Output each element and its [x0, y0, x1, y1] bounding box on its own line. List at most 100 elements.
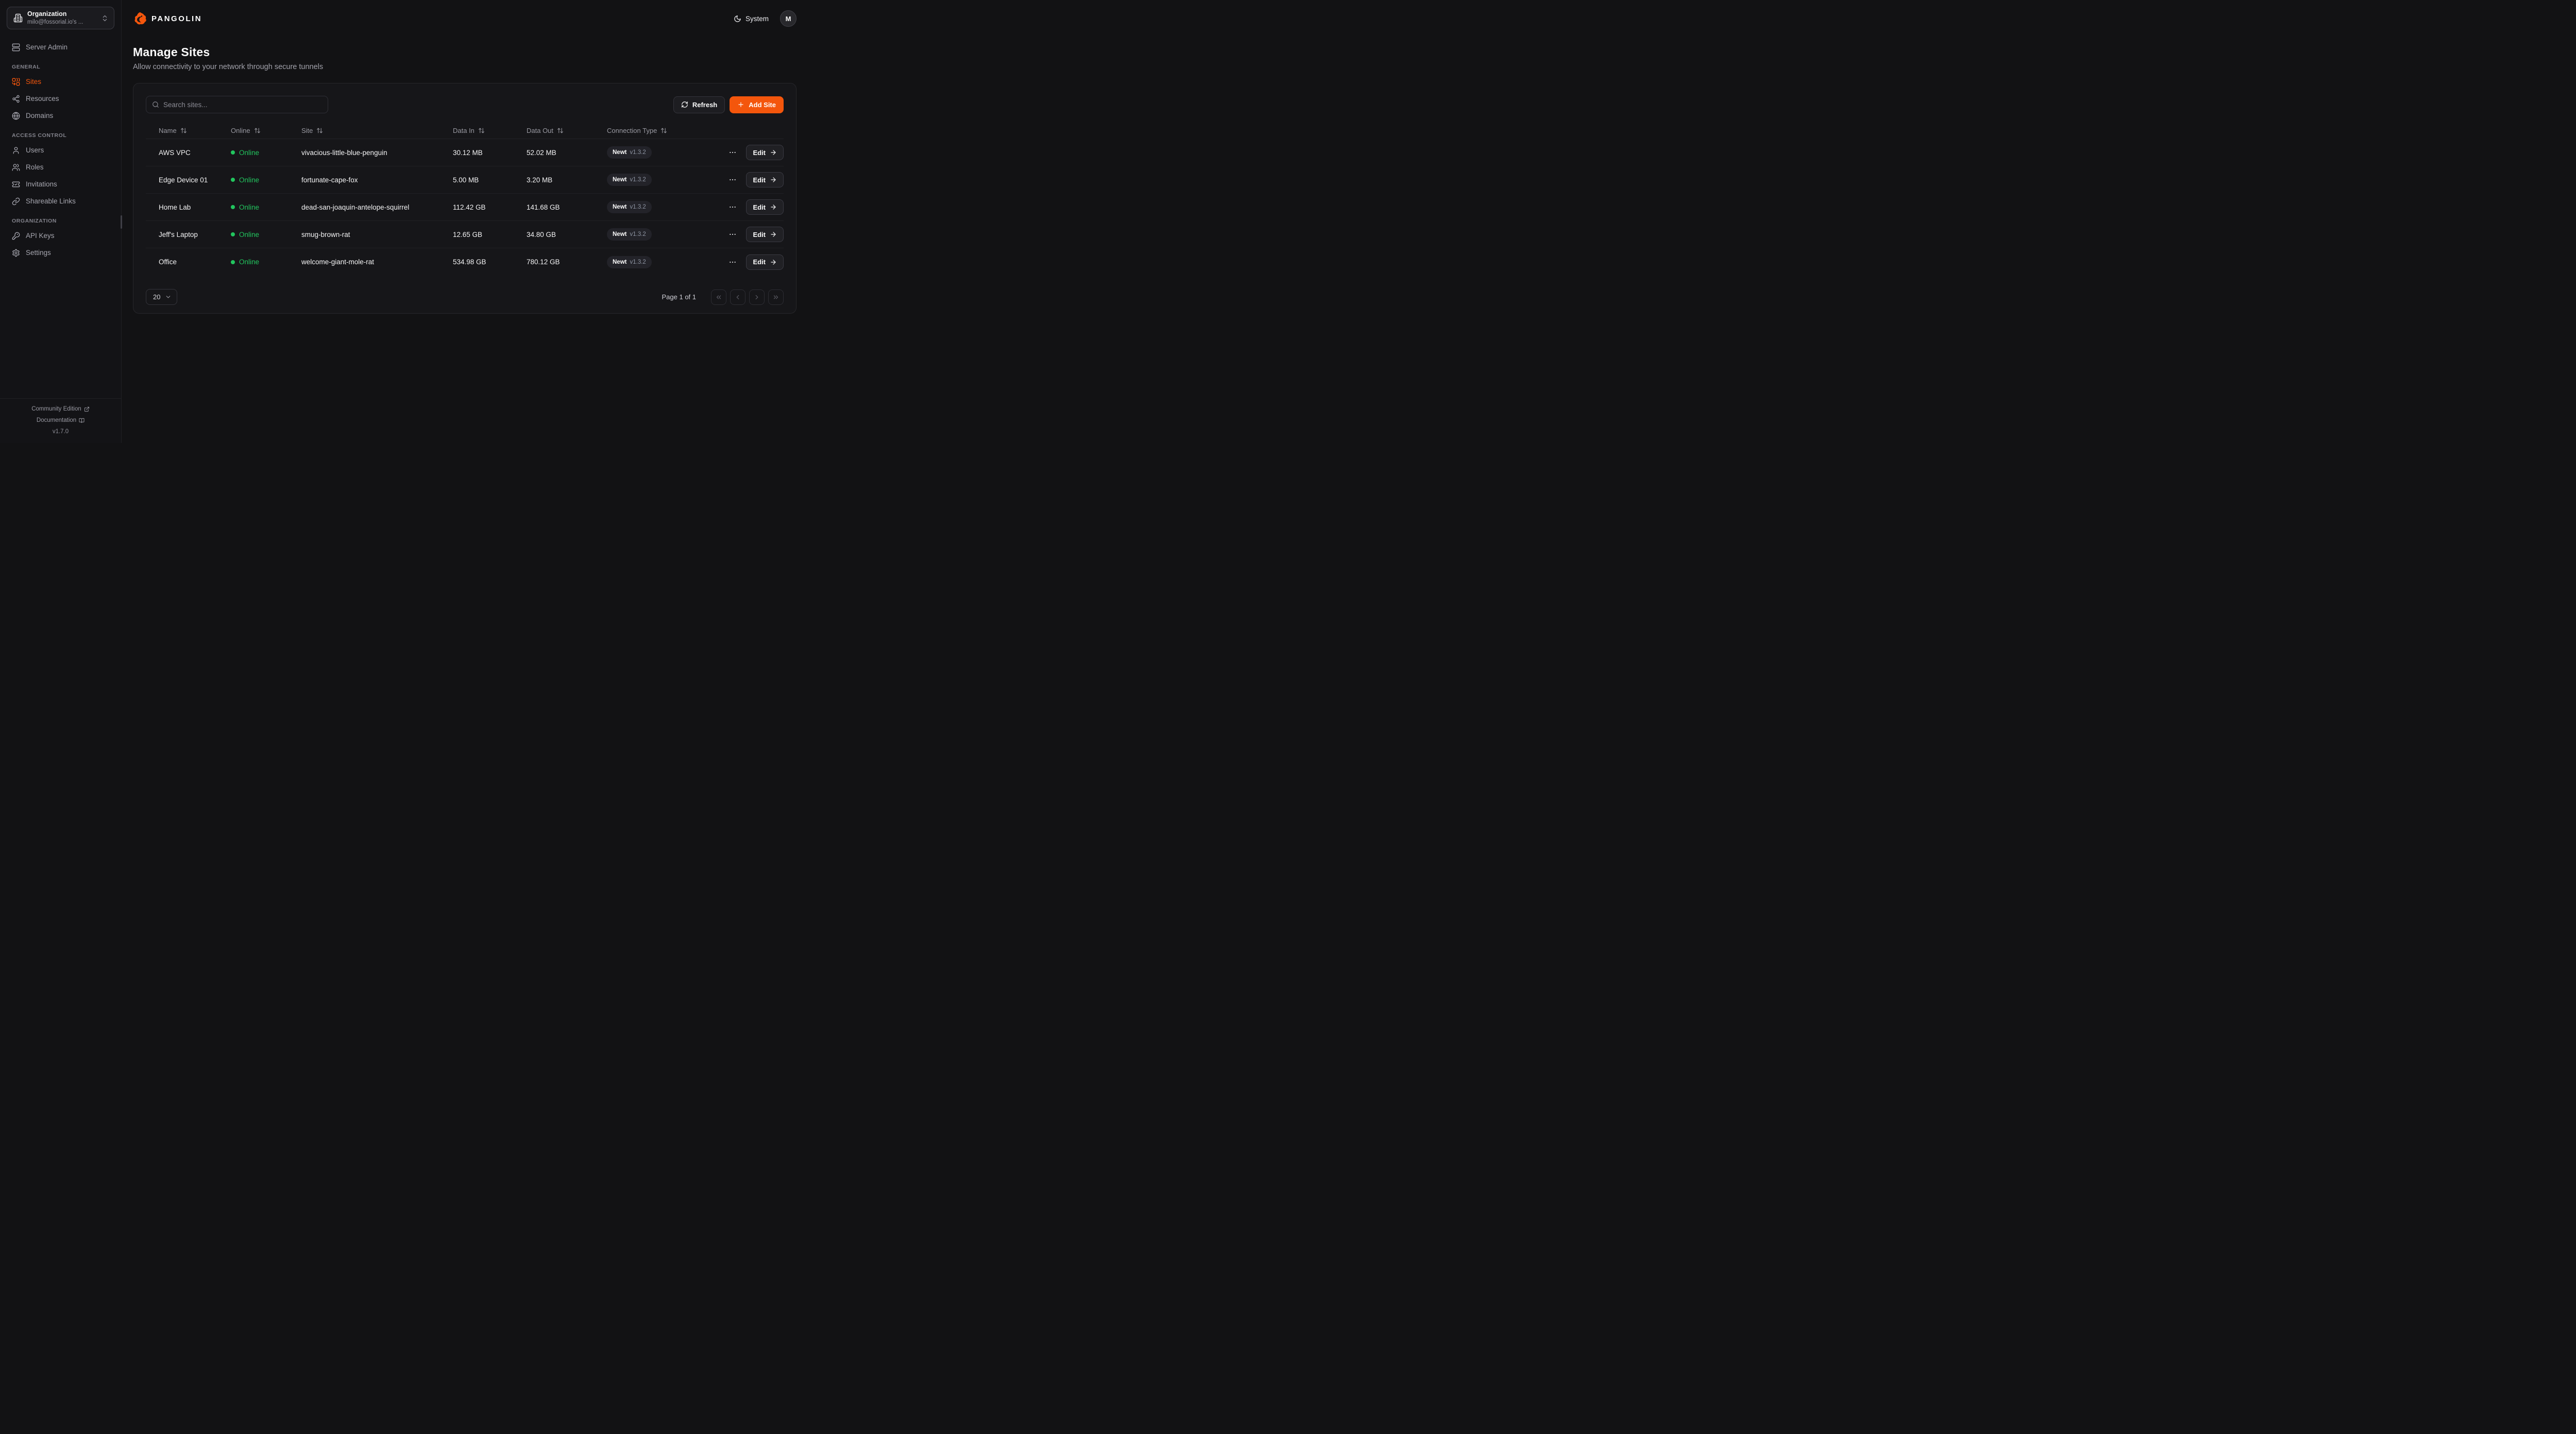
column-header-data-out[interactable]: Data Out [527, 127, 607, 134]
site-id-cell: smug-brown-rat [301, 230, 350, 238]
column-header-site[interactable]: Site [301, 127, 453, 134]
site-name-cell: Edge Device 01 [159, 176, 208, 184]
column-header-online[interactable]: Online [231, 127, 301, 134]
site-name-cell: Jeff's Laptop [159, 230, 198, 238]
refresh-button[interactable]: Refresh [673, 96, 725, 113]
page-subtitle: Allow connectivity to your network throu… [133, 63, 324, 71]
status-badge: Online [239, 230, 260, 238]
sidebar-item-label: Roles [26, 163, 44, 171]
add-site-button[interactable]: Add Site [730, 96, 784, 113]
column-label: Connection Type [607, 126, 657, 134]
column-header-name[interactable]: Name [159, 127, 231, 134]
edit-label: Edit [753, 176, 766, 184]
connection-version: v1.3.2 [630, 149, 646, 156]
data-in-cell: 534.98 GB [453, 258, 486, 266]
column-label: Online [231, 126, 250, 134]
sidebar-resize-handle[interactable] [121, 215, 122, 229]
refresh-label: Refresh [692, 100, 718, 109]
connection-name: Newt [613, 149, 627, 156]
sidebar-item-settings[interactable]: Settings [7, 244, 114, 261]
chevrons-up-down-icon [101, 14, 109, 22]
sidebar-item-api-keys[interactable]: API Keys [7, 227, 114, 244]
sidebar-item-shareable-links[interactable]: Shareable Links [7, 193, 114, 210]
pagination-bar: 20 Page 1 of 1 [146, 289, 784, 305]
row-menu-button[interactable] [727, 257, 738, 268]
connection-badge: Newt v1.3.2 [607, 255, 652, 268]
version-label: v1.7.0 [52, 429, 69, 435]
arrow-right-icon [770, 203, 777, 211]
connection-badge: Newt v1.3.2 [607, 201, 652, 213]
connection-type-cell: Newt v1.3.2 [607, 228, 710, 241]
edit-button[interactable]: Edit [746, 254, 784, 270]
refresh-icon [681, 101, 688, 108]
data-out-cell: 52.02 MB [527, 148, 556, 157]
search-input[interactable] [163, 100, 322, 109]
sidebar-item-invitations[interactable]: Invitations [7, 176, 114, 193]
org-selector[interactable]: Organization milo@fossorial.io's ... [7, 7, 114, 29]
column-header-connection-type[interactable]: Connection Type [607, 127, 710, 134]
site-name-cell: AWS VPC [159, 148, 191, 157]
moon-icon [734, 15, 741, 23]
edit-button[interactable]: Edit [746, 172, 784, 187]
table-row: Home Lab Online dead-san-joaquin-antelop… [146, 194, 784, 221]
column-label: Site [301, 126, 313, 134]
topbar-right: System M [734, 10, 796, 27]
last-page-button[interactable] [768, 289, 784, 305]
plus-icon [737, 101, 744, 108]
theme-toggle[interactable]: System [734, 15, 769, 23]
documentation-link[interactable]: Documentation [0, 415, 121, 426]
status-cell: Online [231, 176, 301, 184]
row-menu-button[interactable] [727, 147, 738, 158]
sidebar-item-resources[interactable]: Resources [7, 90, 114, 107]
combine-icon [12, 78, 20, 86]
sidebar-item-domains[interactable]: Domains [7, 107, 114, 124]
data-out-cell: 780.12 GB [527, 258, 560, 266]
row-menu-button[interactable] [727, 174, 738, 185]
community-edition-link[interactable]: Community Edition [0, 403, 121, 415]
pagination-right: Page 1 of 1 [662, 289, 784, 305]
column-header-data-in[interactable]: Data In [453, 127, 527, 134]
server-icon [12, 43, 20, 52]
data-in-cell: 30.12 MB [453, 148, 483, 157]
sidebar-item-label: Resources [26, 95, 59, 103]
globe-icon [12, 112, 20, 120]
edit-button[interactable]: Edit [746, 227, 784, 242]
sidebar: Organization milo@fossorial.io's ... Ser… [0, 0, 122, 443]
sidebar-item-roles[interactable]: Roles [7, 159, 114, 176]
sort-icon [660, 127, 667, 134]
sidebar-item-server-admin[interactable]: Server Admin [7, 39, 114, 56]
edit-button[interactable]: Edit [746, 145, 784, 160]
column-label: Data Out [527, 126, 554, 134]
chevron-left-icon [734, 294, 741, 301]
row-menu-button[interactable] [727, 201, 738, 213]
connection-name: Newt [613, 204, 627, 210]
sort-icon [254, 127, 261, 134]
next-page-button[interactable] [749, 289, 765, 305]
online-dot [231, 205, 235, 209]
first-page-button[interactable] [711, 289, 726, 305]
sidebar-section-general: GENERAL [12, 64, 41, 70]
data-out-cell: 141.68 GB [527, 203, 560, 211]
status-badge: Online [239, 176, 260, 184]
connection-version: v1.3.2 [630, 177, 646, 183]
status-badge: Online [239, 148, 260, 157]
row-actions: Edit [710, 172, 784, 187]
table-row: AWS VPC Online vivacious-little-blue-pen… [146, 139, 784, 166]
status-cell: Online [231, 149, 301, 157]
avatar[interactable]: M [780, 10, 796, 27]
page-size-select[interactable]: 20 [146, 289, 178, 305]
status-badge: Online [239, 258, 260, 266]
site-id-cell: welcome-giant-mole-rat [301, 258, 375, 266]
edit-button[interactable]: Edit [746, 199, 784, 215]
row-menu-button[interactable] [727, 229, 738, 240]
site-id-cell: vivacious-little-blue-penguin [301, 148, 387, 157]
gear-icon [12, 249, 20, 257]
building-icon [13, 13, 23, 23]
data-in-cell: 112.42 GB [453, 203, 486, 211]
site-id-cell: dead-san-joaquin-antelope-squirrel [301, 203, 410, 211]
sidebar-item-sites[interactable]: Sites [7, 73, 114, 90]
online-dot [231, 178, 235, 182]
brand[interactable]: PANGOLIN [133, 12, 202, 26]
previous-page-button[interactable] [730, 289, 745, 305]
sidebar-item-users[interactable]: Users [7, 142, 114, 159]
